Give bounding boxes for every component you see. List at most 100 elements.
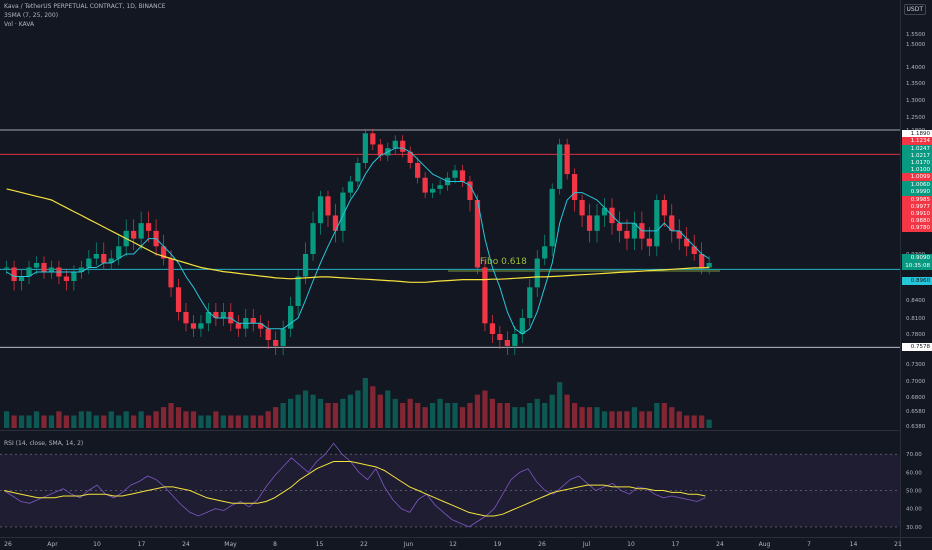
- volume-bar: [288, 398, 294, 428]
- price-tag: 0.9780: [902, 224, 932, 232]
- candle-body: [661, 200, 667, 216]
- sma-indicator-label: 3SMA (7, 25, 200): [4, 12, 59, 19]
- volume-bar: [302, 390, 309, 428]
- rsi-tick-label: 30.00: [906, 525, 922, 531]
- candle-body: [392, 140, 398, 149]
- time-axis-label: 10: [93, 541, 101, 548]
- price-tick-label: 0.7300: [906, 362, 926, 368]
- volume-bar: [310, 394, 316, 428]
- candle-body: [579, 200, 585, 216]
- volume-bar: [198, 415, 204, 428]
- volume-bar: [437, 398, 443, 428]
- volume-bar: [273, 407, 279, 428]
- volume-bar: [190, 411, 197, 428]
- candle-body: [63, 276, 70, 281]
- volume-bar: [400, 403, 406, 428]
- volume-bar: [295, 394, 301, 428]
- volume-bar: [646, 411, 652, 428]
- time-axis-label: 17: [672, 541, 680, 548]
- candle-body: [4, 267, 10, 269]
- price-tag: 1.0170: [902, 159, 932, 167]
- volume-bar: [482, 390, 488, 428]
- candle-body: [11, 267, 17, 281]
- candle-body: [175, 287, 182, 312]
- volume-bar: [93, 415, 99, 428]
- candle-body: [33, 263, 40, 268]
- price-tag: 1.0247: [902, 145, 932, 153]
- volume-bar: [33, 411, 40, 428]
- volume-bar: [572, 403, 578, 428]
- currency-badge[interactable]: USDT: [903, 4, 926, 15]
- candle-body: [310, 223, 316, 254]
- price-tick-label: 0.7800: [906, 332, 926, 338]
- volume-bar: [497, 403, 503, 428]
- candle-body: [362, 133, 368, 163]
- volume-bar: [317, 398, 324, 428]
- volume-bar: [56, 411, 62, 428]
- volume-bar: [78, 411, 84, 428]
- candle-body: [489, 323, 496, 334]
- volume-bar: [430, 403, 436, 428]
- time-axis-label: 22: [360, 541, 368, 548]
- volume-bar: [131, 415, 137, 428]
- volume-bar: [631, 407, 638, 428]
- candle-body: [48, 267, 55, 272]
- candle-body: [452, 170, 458, 178]
- time-axis-label: 26: [4, 541, 12, 548]
- volume-bar: [250, 415, 256, 428]
- candle-body: [512, 334, 518, 346]
- volume-bar: [4, 411, 10, 428]
- candle-body: [86, 258, 92, 268]
- volume-bar: [489, 398, 496, 428]
- volume-bar: [116, 415, 122, 428]
- time-axis-label: 7: [807, 541, 811, 548]
- candle-body: [41, 263, 47, 272]
- candle-body: [26, 267, 32, 277]
- candle-body: [534, 258, 540, 288]
- time-axis-label: Aug: [759, 541, 771, 548]
- volume-bar: [138, 411, 144, 428]
- price-tag: 1.0217: [902, 152, 932, 160]
- candle-body: [332, 215, 339, 231]
- candle-body: [273, 340, 279, 346]
- candle-body: [631, 223, 638, 239]
- volume-bar: [624, 411, 630, 428]
- candle-body: [146, 223, 152, 231]
- candle-body: [564, 144, 570, 175]
- time-axis-label: Apr: [47, 541, 58, 548]
- candle-body: [213, 312, 219, 318]
- volume-bar: [347, 394, 354, 428]
- time-axis-label: Jun: [403, 541, 414, 548]
- volume-bar: [370, 386, 376, 428]
- pane-separator: [0, 430, 900, 431]
- fibo-label: Fibo 0.618: [480, 257, 527, 267]
- price-tag: 0.9880: [902, 217, 932, 225]
- price-tag: 0.7578: [902, 343, 932, 351]
- candle-body: [527, 287, 533, 318]
- price-tag: 0.9977: [902, 203, 932, 211]
- candle-body: [295, 276, 301, 306]
- volume-bar: [377, 394, 383, 428]
- time-axis-label: 19: [494, 541, 502, 548]
- volume-bar: [385, 390, 391, 428]
- candle-body: [706, 263, 712, 268]
- candle-body: [198, 323, 204, 329]
- candle-body: [572, 174, 578, 200]
- volume-bar: [340, 398, 346, 428]
- price-tick-label: 1.3500: [906, 81, 926, 87]
- candle-body: [430, 188, 436, 193]
- price-tick-label: 1.4000: [906, 65, 926, 71]
- volume-bar: [265, 411, 271, 428]
- candle-body: [504, 340, 510, 346]
- volume-bar: [415, 403, 421, 428]
- volume-bar: [444, 403, 451, 428]
- candle-body: [116, 246, 122, 259]
- candle-body: [684, 238, 690, 247]
- rsi-sma-line: [3, 461, 706, 517]
- candle-body: [250, 318, 256, 324]
- price-tick-label: 1.2500: [906, 115, 926, 121]
- price-tag: 0.9910: [902, 210, 932, 218]
- volume-bar: [18, 415, 25, 428]
- volume-bar: [654, 403, 660, 428]
